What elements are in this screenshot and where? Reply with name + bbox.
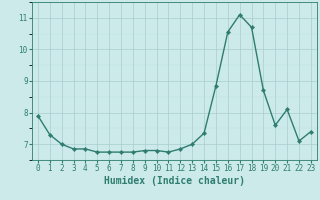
X-axis label: Humidex (Indice chaleur): Humidex (Indice chaleur) [104, 176, 245, 186]
